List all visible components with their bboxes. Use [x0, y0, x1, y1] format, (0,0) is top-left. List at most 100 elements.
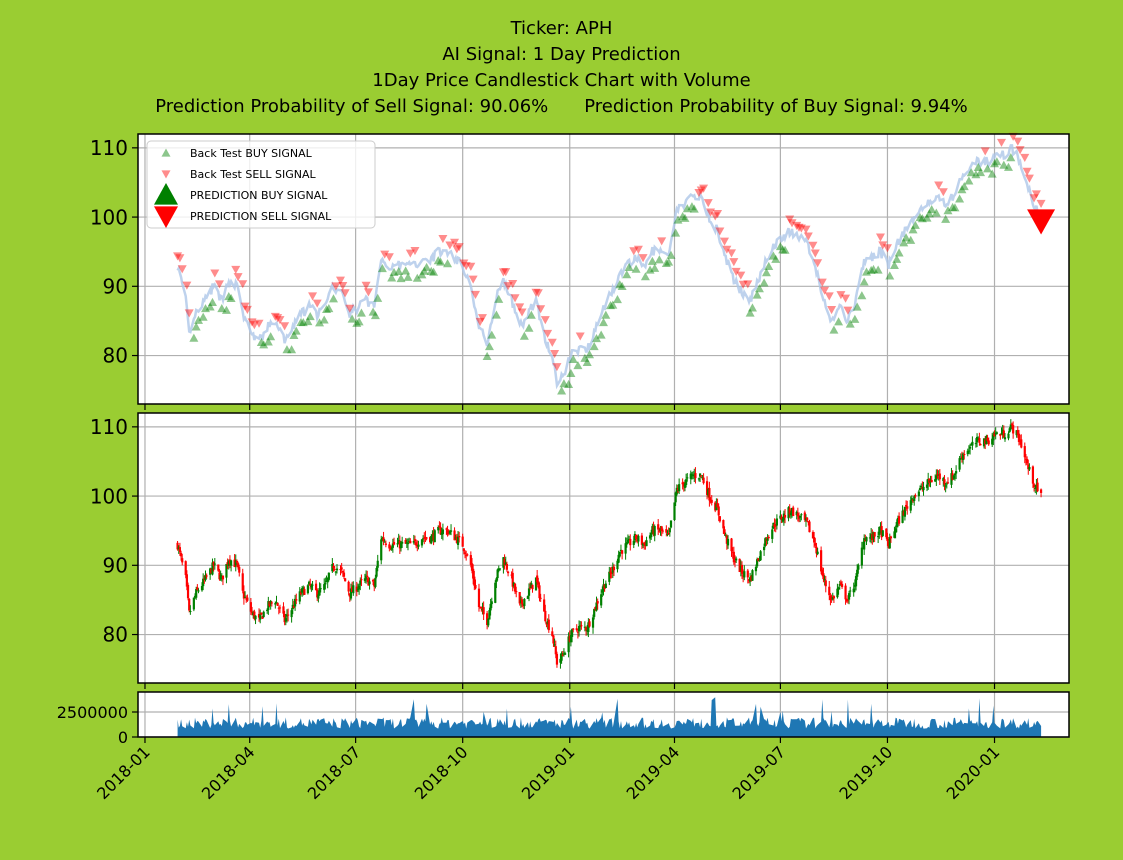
backtest-sell-marker: [363, 288, 373, 297]
x-tick-label: 2018-10: [411, 742, 472, 803]
backtest-sell-marker: [938, 188, 948, 197]
candle-body: [506, 571, 510, 574]
backtest-buy-marker: [601, 310, 611, 319]
backtest-sell-marker: [438, 235, 448, 244]
candle-body: [610, 572, 613, 574]
legend-label-1: Back Test SELL SIGNAL: [190, 168, 317, 181]
candle-body: [700, 475, 703, 477]
backtest-buy-marker: [596, 330, 606, 339]
candle-body: [300, 588, 304, 593]
backtest-buy-marker: [482, 351, 492, 360]
candle-body: [694, 473, 697, 479]
candle-body: [977, 437, 980, 439]
backtest-buy-marker: [217, 304, 227, 313]
candle-body: [837, 587, 840, 590]
backtest-sell-marker: [405, 249, 415, 258]
backtest-sell-marker: [240, 302, 250, 311]
candle-body: [807, 521, 810, 523]
candle-body: [552, 635, 555, 644]
backtest-sell-marker: [696, 186, 706, 195]
candle-body: [967, 450, 971, 452]
backtest-sell-marker: [468, 275, 478, 284]
backtest-sell-marker: [335, 276, 345, 285]
candle-body: [392, 541, 396, 545]
candle-body: [257, 613, 261, 618]
candle-body: [332, 565, 335, 569]
candle-body: [865, 537, 868, 542]
candle-body: [970, 444, 973, 446]
prediction-sell-marker: [1027, 209, 1056, 235]
candle-body: [1032, 484, 1036, 488]
candle-body: [814, 543, 817, 546]
candle-body: [796, 513, 799, 517]
backtest-sell-marker: [475, 317, 485, 327]
backtest-sell-marker: [736, 271, 746, 280]
candle-body: [431, 534, 434, 537]
backtest-buy-marker: [873, 265, 883, 274]
backtest-buy-marker: [862, 267, 872, 276]
candle-body: [349, 588, 353, 599]
candle-body: [629, 538, 632, 546]
candle-body: [894, 528, 897, 533]
candle-body: [522, 603, 525, 606]
backtest-sell-marker: [231, 265, 241, 274]
candle-body: [292, 605, 296, 608]
x-tick-label: 2018-07: [304, 742, 365, 803]
candle-body: [575, 628, 578, 631]
candle-body: [188, 598, 191, 611]
candle-body: [863, 538, 866, 550]
candle-body: [200, 585, 204, 591]
backtest-buy-marker: [889, 260, 899, 269]
volume-panel: 0 2500000: [57, 691, 1070, 747]
candle-body: [441, 529, 445, 535]
candle-body: [534, 577, 538, 591]
candle-body: [284, 618, 287, 622]
candlestick-panel: 80 90 100 110: [90, 412, 1070, 689]
candle-body: [950, 473, 953, 485]
candle-body: [529, 587, 532, 589]
candle-body: [772, 522, 775, 529]
backtest-sell-marker: [536, 305, 546, 314]
candle-body: [942, 478, 945, 482]
candle-body: [1000, 433, 1003, 435]
candle-body: [661, 530, 664, 532]
candle-body: [888, 537, 891, 549]
candle-body: [707, 488, 710, 496]
backtest-sell-marker: [1022, 167, 1032, 176]
backtest-buy-marker: [291, 326, 301, 335]
candle-body: [984, 439, 987, 445]
candle-body: [586, 630, 589, 632]
candle-body: [861, 547, 865, 549]
candle-body: [236, 563, 240, 568]
backtest-buy-marker: [198, 312, 208, 321]
candle-body: [267, 601, 270, 611]
legend-label-3: PREDICTION SELL SIGNAL: [190, 210, 332, 223]
candle-body: [868, 537, 872, 539]
candle-body: [405, 542, 408, 544]
candle-body: [994, 432, 997, 435]
backtest-sell-marker: [312, 299, 322, 308]
backtest-sell-marker: [629, 247, 639, 256]
candle-body: [382, 537, 385, 542]
candle-body: [238, 566, 241, 573]
backtest-sell-marker: [540, 316, 550, 325]
candle-body: [481, 608, 484, 611]
candle-body: [992, 434, 995, 441]
candle-body: [376, 560, 379, 568]
backtest-sell-marker: [242, 305, 252, 315]
candle-body: [754, 566, 758, 572]
candle-body: [893, 531, 896, 538]
backtest-buy-marker: [964, 176, 974, 185]
backtest-sell-marker: [515, 303, 525, 312]
candle-body: [186, 584, 190, 599]
backtest-sell-marker: [796, 224, 806, 233]
backtest-buy-marker: [966, 168, 976, 177]
candle-body: [918, 488, 922, 491]
backtest-sell-marker: [508, 280, 518, 289]
candle-body: [594, 606, 597, 610]
backtest-sell-marker: [175, 254, 185, 263]
candle-body: [682, 482, 685, 487]
candle-body: [422, 538, 425, 540]
backtest-buy-marker: [194, 315, 204, 324]
candle-body: [636, 539, 639, 541]
